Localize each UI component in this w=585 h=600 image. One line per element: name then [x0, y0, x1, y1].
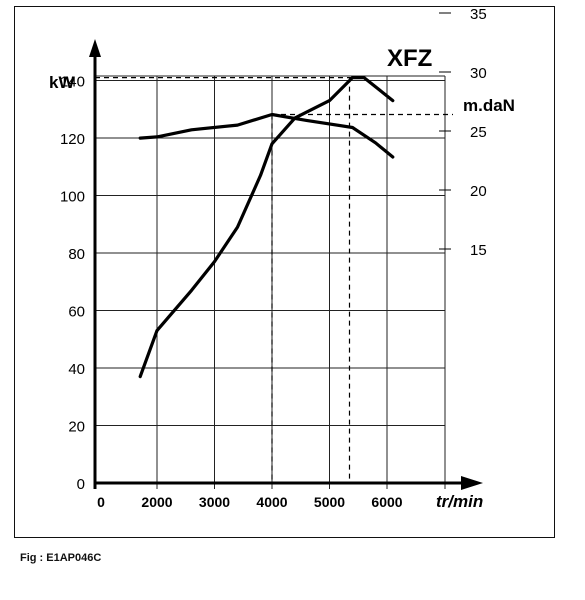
power-curve	[138, 76, 395, 379]
y2-tick-label-2: 25	[470, 124, 487, 141]
y2-tick-label-0: 15	[470, 242, 487, 259]
x-axis-arrow	[461, 476, 483, 490]
y-tick-label-2: 40	[68, 361, 85, 378]
chart-title: XFZ	[387, 45, 432, 72]
x-tick-label-2: 3000	[199, 494, 230, 510]
chart: 0 20 40 60 80 100 120 140 0 2000 3000 4000 5000 6000 1…	[49, 7, 515, 511]
x-axis-label: tr/min	[436, 492, 483, 511]
y2-tick-label-1: 20	[470, 183, 487, 200]
y-tick-label-0: 0	[77, 476, 85, 493]
y-tick-label-6: 120	[60, 131, 85, 148]
x-tick-label-0: 0	[97, 494, 105, 510]
y-axis-arrow	[89, 39, 101, 57]
y-tick-label-5: 100	[60, 189, 85, 206]
y-tick-label-4: 80	[68, 246, 85, 263]
y-tick-label-1: 20	[68, 419, 85, 436]
figure-caption: Fig : E1AP046C	[20, 552, 102, 564]
y-axis-label: kW	[49, 73, 75, 92]
y2-axis-label: m.daN	[463, 96, 515, 115]
y-tick-label-3: 60	[68, 304, 85, 321]
chart-frame: 0 20 40 60 80 100 120 140 0 2000 3000 4000 5000 6000 1…	[14, 6, 555, 538]
x-tick-label-4: 5000	[314, 494, 345, 510]
y2-tick-label-4: 35	[470, 7, 487, 23]
torque-curve	[138, 112, 395, 159]
x-tick-label-5: 6000	[371, 494, 402, 510]
x-tick-label-1: 2000	[141, 494, 172, 510]
x-tick-label-3: 4000	[256, 494, 287, 510]
y2-tick-label-3: 30	[470, 65, 487, 82]
y-tick-label-7: 140	[60, 74, 85, 91]
